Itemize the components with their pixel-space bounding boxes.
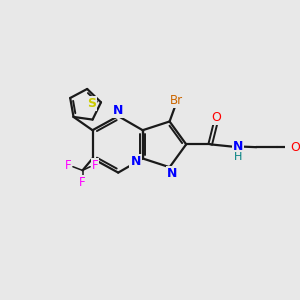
Text: O: O [290,141,300,154]
Text: N: N [167,167,177,180]
Text: F: F [79,176,86,189]
Text: F: F [64,159,71,172]
Text: O: O [211,111,221,124]
Text: N: N [233,140,243,152]
Text: S: S [87,97,96,110]
Text: Br: Br [170,94,183,107]
Text: N: N [113,104,123,118]
Text: F: F [92,159,99,172]
Text: H: H [234,152,242,161]
Text: N: N [130,155,141,168]
